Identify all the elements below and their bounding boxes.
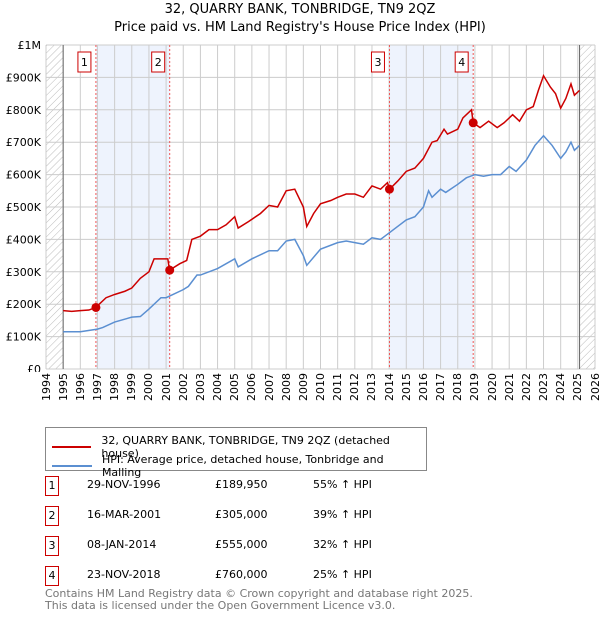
x-tick-label: 2022 <box>519 373 533 401</box>
x-tick-label: 2021 <box>502 373 516 401</box>
sale-point <box>165 265 175 275</box>
transaction-hpi-change: 55% ↑ HPI <box>313 478 372 491</box>
transaction-number: 4 <box>45 566 59 586</box>
hpi-line <box>63 134 581 333</box>
transaction-price: £760,000 <box>215 568 268 581</box>
x-tick-label: 2001 <box>159 373 173 401</box>
transaction-price: £555,000 <box>215 538 268 551</box>
transaction-number: 1 <box>45 476 59 496</box>
x-tick-label: 1999 <box>125 373 139 401</box>
legend-hpi-swatch <box>52 465 92 467</box>
marker-label-box <box>151 51 166 73</box>
sale-point <box>91 302 101 312</box>
legend-price-label: 32, QUARRY BANK, TONBRIDGE, TN9 2QZ (det… <box>101 434 390 460</box>
x-tick-label: 2010 <box>314 373 327 401</box>
marker-label-box <box>454 51 469 73</box>
transaction-date: 16-MAR-2001 <box>87 508 162 521</box>
transaction-date: 08-JAN-2014 <box>87 538 157 551</box>
y-tick-label: £600K <box>6 169 42 182</box>
y-tick-label: £900K <box>6 71 42 84</box>
transaction-number: 3 <box>45 536 59 556</box>
x-tick-label: 2006 <box>245 373 259 401</box>
x-tick-label: 2007 <box>262 373 276 401</box>
chart-title: 32, QUARRY BANK, TONBRIDGE, TN9 2QZ <box>164 2 436 17</box>
x-tick-label: 2011 <box>331 373 345 401</box>
chart-subtitle: Price paid vs. HM Land Registry's House … <box>114 20 486 35</box>
x-tick-label: 2020 <box>485 373 499 401</box>
y-tick-label: £500K <box>6 201 42 214</box>
y-tick-label: £400K <box>6 233 42 246</box>
transaction-number: 2 <box>45 506 59 526</box>
x-tick-label: 1994 <box>39 373 53 401</box>
legend-hpi-label: HPI: Average price, detached house, Tonb… <box>101 453 384 479</box>
x-tick-label: 2012 <box>348 373 362 401</box>
x-tick-label: 1997 <box>90 373 104 401</box>
y-tick-label: £700K <box>6 136 42 149</box>
x-tick-label: 2023 <box>537 373 551 401</box>
footer-line-2: This data is licensed under the Open Gov… <box>45 599 396 612</box>
x-tick-label: 2015 <box>399 373 413 401</box>
x-tick-label: 2019 <box>468 373 482 401</box>
y-tick-label: £0 <box>27 363 41 372</box>
x-tick-label: 2014 <box>382 373 396 401</box>
x-tick-label: 2026 <box>588 373 600 401</box>
x-tick-label: 2017 <box>434 373 448 401</box>
x-tick-label: 2016 <box>416 373 430 401</box>
price-chart: £0 £100K £200K £300K £400K £500K £600K £700K £80… <box>6 39 596 372</box>
y-tick-label: £100K <box>6 331 42 344</box>
transaction-price: £189,950 <box>215 478 268 491</box>
footer: Contains HM Land Registry data © Crown c… <box>45 588 473 612</box>
x-tick-label: 2025 <box>571 373 585 401</box>
legend-price-swatch <box>52 446 92 448</box>
marker-label-box <box>370 51 385 73</box>
x-tick-label: 2005 <box>228 373 242 401</box>
x-tick-label: 2009 <box>296 373 310 401</box>
x-tick-label: 2024 <box>554 373 568 401</box>
x-tick-label: 1998 <box>108 373 122 401</box>
marker-label-box <box>77 51 92 73</box>
x-tick-label: 2004 <box>211 373 225 401</box>
sale-point <box>468 118 478 128</box>
marker-label: 3 <box>374 56 381 69</box>
legend: 32, QUARRY BANK, TONBRIDGE, TN9 2QZ (det… <box>45 427 427 479</box>
x-tick-label: 2013 <box>365 373 379 401</box>
transaction-price: £305,000 <box>215 508 268 521</box>
x-tick-label: 2008 <box>279 373 293 401</box>
x-tick-label: 2002 <box>176 373 190 401</box>
price-line <box>63 74 581 313</box>
transaction-hpi-change: 32% ↑ HPI <box>313 538 372 551</box>
transaction-hpi-change: 39% ↑ HPI <box>313 508 372 521</box>
y-tick-label: £300K <box>6 266 42 279</box>
y-tick-label: £1M <box>18 39 42 52</box>
transaction-date: 23-NOV-2018 <box>87 568 161 581</box>
x-tick-label: 2018 <box>451 373 465 401</box>
footer-line-1: Contains HM Land Registry data © Crown c… <box>45 587 473 600</box>
marker-label: 4 <box>458 56 465 69</box>
transaction-date: 29-NOV-1996 <box>87 478 161 491</box>
x-tick-label: 2000 <box>142 373 156 401</box>
x-tick-label: 2003 <box>193 373 207 401</box>
transaction-hpi-change: 25% ↑ HPI <box>313 568 372 581</box>
marker-label: 1 <box>81 56 88 69</box>
marker-label: 2 <box>155 56 162 69</box>
x-tick-label: 1995 <box>56 373 70 401</box>
y-tick-label: £200K <box>6 298 42 311</box>
sale-point <box>384 184 394 194</box>
y-tick-label: £800K <box>6 104 42 117</box>
x-tick-label: 1996 <box>73 373 87 401</box>
